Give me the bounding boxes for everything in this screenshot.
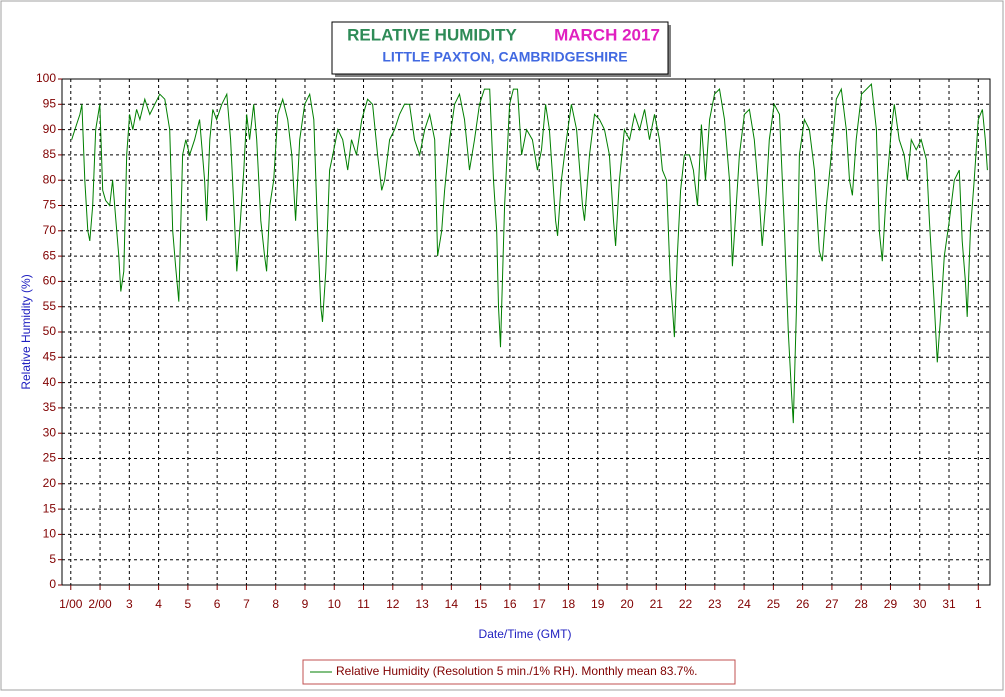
x-tick-label: 25 [767, 597, 781, 611]
y-tick-label: 95 [43, 96, 57, 110]
x-tick-label: 29 [884, 597, 898, 611]
legend-box [302, 659, 736, 685]
x-tick-label: 12 [386, 597, 400, 611]
y-tick-label: 40 [43, 375, 57, 389]
x-tick-label: 6 [214, 597, 221, 611]
x-tick-label: 16 [503, 597, 517, 611]
x-tick-label: 13 [415, 597, 429, 611]
x-tick-label: 23 [708, 597, 722, 611]
data-line [71, 82, 988, 424]
x-tick-label: 2/00 [88, 597, 112, 611]
y-tick-label: 90 [43, 122, 57, 136]
y-tick-label: 75 [43, 198, 57, 212]
y-tick-label: 45 [43, 349, 57, 363]
x-tick-label: 26 [796, 597, 810, 611]
x-tick-label: 1/00 [59, 597, 83, 611]
chart-subtitle: LITTLE PAXTON, CAMBRIDGESHIRE [382, 49, 627, 65]
x-tick-label: 14 [445, 597, 459, 611]
y-tick-label: 50 [43, 324, 57, 338]
chart-title: RELATIVE HUMIDITY [347, 25, 517, 44]
x-tick-label: 7 [243, 597, 250, 611]
legend-label: Relative Humidity (Resolution 5 min./1% … [336, 664, 697, 678]
x-tick-label: 17 [532, 597, 546, 611]
x-tick-label: 3 [126, 597, 133, 611]
x-tick-label: 4 [155, 597, 162, 611]
chart-period: MARCH 2017 [554, 25, 660, 44]
x-tick-label: 24 [737, 597, 751, 611]
y-tick-label: 65 [43, 248, 57, 262]
x-axis-label: Date/Time (GMT) [479, 627, 572, 641]
x-tick-label: 27 [825, 597, 839, 611]
y-tick-label: 85 [43, 147, 57, 161]
y-tick-label: 100 [36, 71, 56, 85]
x-tick-label: 15 [474, 597, 488, 611]
x-tick-label: 9 [302, 597, 309, 611]
y-tick-label: 80 [43, 172, 57, 186]
y-axis-label: Relative Humidity (%) [19, 274, 33, 389]
y-tick-label: 55 [43, 299, 57, 313]
y-tick-label: 60 [43, 274, 57, 288]
x-tick-label: 30 [913, 597, 927, 611]
x-tick-label: 28 [855, 597, 869, 611]
x-tick-label: 11 [357, 597, 370, 611]
y-tick-label: 5 [49, 552, 56, 566]
y-tick-label: 35 [43, 400, 57, 414]
x-tick-label: 10 [328, 597, 342, 611]
x-tick-label: 31 [942, 597, 956, 611]
y-tick-label: 25 [43, 451, 57, 465]
x-tick-label: 18 [562, 597, 576, 611]
x-tick-label: 22 [679, 597, 693, 611]
y-tick-label: 10 [43, 527, 57, 541]
y-tick-label: 20 [43, 476, 57, 490]
x-tick-label: 1 [975, 597, 982, 611]
y-tick-label: 0 [49, 577, 56, 591]
x-tick-label: 8 [272, 597, 279, 611]
y-tick-label: 70 [43, 223, 57, 237]
title-box [331, 21, 669, 75]
y-tick-label: 30 [43, 425, 57, 439]
y-tick-label: 15 [43, 501, 57, 515]
x-tick-label: 21 [650, 597, 664, 611]
x-tick-label: 19 [591, 597, 605, 611]
x-tick-label: 20 [620, 597, 634, 611]
x-tick-label: 5 [185, 597, 192, 611]
